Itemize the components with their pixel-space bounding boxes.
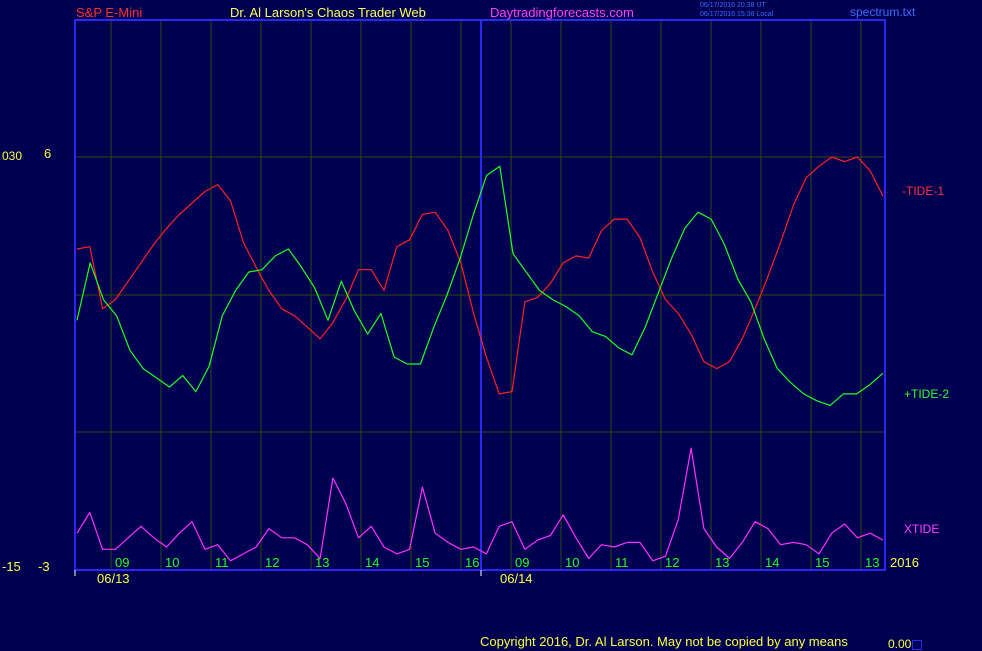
instrument-title: S&P E-Mini bbox=[76, 5, 143, 20]
y-label-bottom-b: -3 bbox=[38, 559, 50, 574]
hour-tick-label: 16 bbox=[465, 555, 480, 570]
hour-tick-label: 13 bbox=[865, 555, 880, 570]
timestamp-ut: 06/17/2016 20:38 UT bbox=[700, 2, 766, 9]
hour-tick-label: 09 bbox=[515, 555, 530, 570]
y-label-bottom-a: -15 bbox=[2, 559, 21, 574]
legend-xtide: XTIDE bbox=[904, 522, 940, 536]
hour-tick-label: 11 bbox=[215, 555, 229, 570]
series-line-1 bbox=[76, 165, 884, 406]
series-line-2 bbox=[76, 447, 884, 562]
date-label-2: 06/14 bbox=[500, 571, 533, 586]
series-lines bbox=[76, 156, 884, 562]
hour-tick-label: 12 bbox=[665, 555, 680, 570]
hour-tick-label: 14 bbox=[365, 555, 380, 570]
site-url-link[interactable]: Daytradingforecasts.com bbox=[490, 5, 634, 20]
hour-tick-label: 09 bbox=[115, 555, 130, 570]
hour-tick-label: 10 bbox=[565, 555, 580, 570]
chart-frame bbox=[74, 19, 886, 576]
hour-tick-label: 15 bbox=[815, 555, 830, 570]
site-title: Dr. Al Larson's Chaos Trader Web bbox=[230, 5, 426, 20]
hour-tick-label: 13 bbox=[315, 555, 330, 570]
legend-tide2: +TIDE-2 bbox=[904, 387, 950, 401]
file-name: spectrum.txt bbox=[850, 5, 916, 19]
y-label-top-a: 030 bbox=[2, 149, 23, 163]
hour-tick-label: 11 bbox=[615, 555, 629, 570]
legend-tide1: -TIDE-1 bbox=[902, 184, 944, 198]
hour-tick-label: 12 bbox=[265, 555, 280, 570]
year-label: 2016 bbox=[890, 555, 919, 570]
corner-value: 0.00 bbox=[888, 637, 912, 651]
corner-box-icon bbox=[912, 640, 922, 650]
copyright-text: Copyright 2016, Dr. Al Larson. May not b… bbox=[480, 634, 848, 649]
series-line-0 bbox=[76, 156, 884, 395]
hour-tick-label: 13 bbox=[715, 555, 730, 570]
hour-tick-label: 14 bbox=[765, 555, 780, 570]
hour-tick-label: 15 bbox=[415, 555, 430, 570]
hour-tick-label: 10 bbox=[165, 555, 180, 570]
date-label-1: 06/13 bbox=[97, 571, 130, 586]
timestamp-local: 06/17/2016 15:38 Local bbox=[700, 11, 774, 18]
y-label-top-b: 6 bbox=[44, 146, 52, 161]
